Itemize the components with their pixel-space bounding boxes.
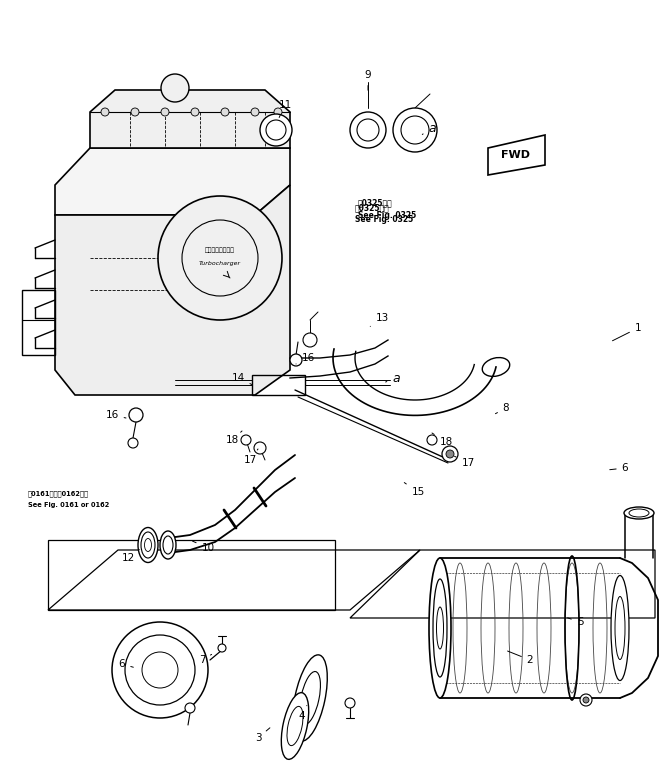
Text: 1: 1 [612,323,641,341]
Circle shape [303,333,317,347]
Text: 5: 5 [567,617,583,627]
Circle shape [583,697,589,703]
Text: 8: 8 [495,403,509,413]
Ellipse shape [281,693,308,759]
Circle shape [218,644,226,652]
Circle shape [161,108,169,116]
Text: 18: 18 [432,433,453,447]
Text: Turbocharger: Turbocharger [199,262,241,266]
Text: 7: 7 [199,654,212,665]
Circle shape [251,108,259,116]
Polygon shape [55,185,290,395]
Circle shape [350,112,386,148]
Circle shape [345,698,355,708]
Text: 12: 12 [121,550,140,563]
Ellipse shape [160,531,176,559]
Text: 16: 16 [296,353,314,364]
Text: 6: 6 [610,463,628,473]
Circle shape [101,108,109,116]
Text: 9: 9 [365,70,371,91]
Circle shape [254,442,266,454]
Circle shape [290,354,302,366]
Ellipse shape [429,558,451,698]
Circle shape [442,446,458,462]
Text: a: a [385,371,400,384]
Text: 17: 17 [244,449,258,465]
Text: See Fig. 0325: See Fig. 0325 [358,211,416,220]
Text: 6: 6 [118,659,133,669]
Ellipse shape [293,655,327,741]
Text: 17: 17 [455,456,475,468]
Text: 18: 18 [225,431,242,445]
Text: FWD: FWD [502,150,530,160]
Circle shape [241,435,251,445]
Text: ターボチャージャ: ターボチャージャ [205,247,235,253]
Circle shape [129,408,143,422]
Text: 図0325参照: 図0325参照 [358,198,393,207]
Polygon shape [55,148,290,215]
Text: 14: 14 [232,373,252,385]
Text: 16: 16 [105,410,126,420]
Circle shape [260,114,292,146]
Circle shape [221,108,229,116]
Text: a: a [422,121,436,134]
Circle shape [131,108,139,116]
Text: 15: 15 [404,482,424,497]
Ellipse shape [138,528,158,562]
Circle shape [274,108,282,116]
Circle shape [446,450,454,458]
Circle shape [580,694,592,706]
Circle shape [393,108,437,152]
Circle shape [128,438,138,448]
Circle shape [185,703,195,713]
Text: 11: 11 [279,100,292,117]
Ellipse shape [611,575,629,680]
Circle shape [112,622,208,718]
Text: See Fig. 0161 or 0162: See Fig. 0161 or 0162 [28,502,109,508]
Text: 図0325参照: 図0325参照 [355,203,390,212]
Circle shape [161,74,189,102]
Circle shape [266,120,286,140]
Text: 2: 2 [508,651,534,665]
Text: See Fig. 0325: See Fig. 0325 [355,215,413,224]
Text: 3: 3 [255,728,270,743]
Text: 4: 4 [299,706,307,721]
Circle shape [191,108,199,116]
Text: 13: 13 [370,313,389,327]
Polygon shape [90,90,290,148]
Circle shape [158,196,282,320]
Text: 10: 10 [193,542,214,553]
Text: 図0161または0162参照: 図0161または0162参照 [28,490,89,496]
Ellipse shape [624,507,654,519]
Circle shape [427,435,437,445]
